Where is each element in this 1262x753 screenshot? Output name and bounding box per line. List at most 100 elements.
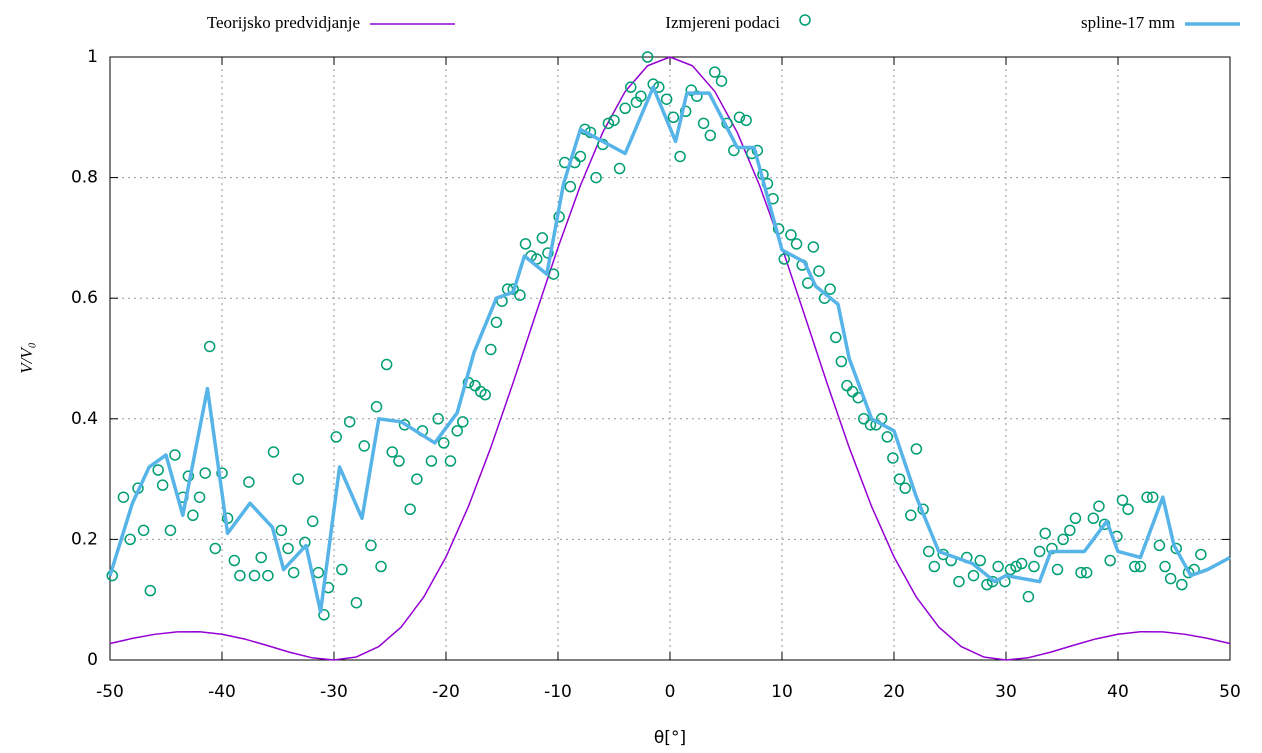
data-point [542, 247, 554, 259]
data-point [490, 316, 503, 329]
data-point [974, 554, 986, 567]
data-point [199, 467, 211, 479]
data-point [1170, 542, 1182, 555]
data-point [169, 449, 181, 461]
data-point [1064, 524, 1076, 537]
data-point [444, 455, 457, 467]
x-tick-label: 40 [1107, 682, 1129, 702]
data-point [1116, 494, 1129, 506]
data-point [380, 358, 393, 371]
data-point [613, 162, 626, 175]
data-point [1057, 533, 1069, 546]
data-point [519, 238, 532, 250]
data-point [564, 180, 577, 193]
data-point [404, 503, 416, 515]
x-tick-label: -40 [208, 682, 236, 702]
data-point [625, 81, 637, 93]
data-point [602, 117, 615, 130]
y-tick-label: 1 [87, 47, 98, 67]
line-series [109, 56, 1231, 661]
y-axis-label: V/V₀ [17, 342, 36, 373]
data-point [164, 524, 177, 537]
data-point [343, 416, 356, 428]
data-point [306, 515, 319, 528]
data-point [1146, 491, 1159, 503]
data-point [144, 584, 157, 597]
data-point [209, 542, 222, 555]
data-point [262, 569, 274, 582]
data-point [358, 440, 370, 452]
data-point [243, 476, 255, 488]
data-point [858, 413, 870, 425]
data-point [910, 443, 923, 455]
data-point [451, 425, 463, 437]
data-point [1134, 560, 1147, 573]
data-point [728, 144, 740, 157]
data-point [1039, 527, 1051, 540]
data-point [398, 419, 411, 431]
data-point [187, 509, 199, 522]
data-point [813, 265, 825, 277]
data-point [124, 533, 136, 546]
data-point [514, 289, 526, 301]
y-tick-label: 0.2 [71, 529, 98, 549]
y-tick-label: 0.8 [71, 168, 98, 188]
legend-label: Teorijsko predvidjanje [207, 13, 360, 32]
data-point [807, 241, 820, 253]
data-point [438, 437, 450, 449]
data-point [1028, 560, 1040, 573]
data-point [318, 609, 330, 621]
data-point [275, 524, 288, 537]
data-point [635, 90, 647, 102]
data-point [740, 114, 752, 127]
y-tick-label: 0 [87, 650, 98, 670]
data-point [152, 464, 164, 476]
data-point [641, 51, 654, 63]
data-point [1141, 491, 1153, 503]
data-point [203, 340, 216, 353]
data-point [228, 554, 241, 567]
x-tick-label: 50 [1219, 682, 1241, 702]
data-point [292, 473, 304, 485]
data-point [375, 560, 387, 573]
data-point [536, 232, 549, 244]
data-point [715, 75, 728, 87]
data-point [485, 343, 497, 356]
x-axis-label: θ[°] [654, 728, 686, 748]
x-tick-label: -30 [320, 682, 348, 702]
x-tick-label: 0 [665, 682, 676, 702]
data-point [282, 542, 294, 555]
data-point [1022, 590, 1035, 603]
data-point [674, 150, 686, 163]
data-point [790, 238, 803, 250]
data-point [887, 452, 899, 464]
data-point [785, 229, 797, 241]
data-point [1129, 560, 1141, 573]
data-point [457, 416, 469, 428]
legend-label: spline-17 mm [1081, 13, 1175, 32]
data-point [336, 563, 348, 576]
data-point [267, 446, 280, 458]
data-point [835, 355, 848, 368]
data-point [846, 385, 859, 398]
data-point [1164, 572, 1177, 585]
data-point [619, 102, 631, 115]
data-point [287, 566, 300, 579]
data-point [709, 66, 721, 78]
data-point [312, 566, 325, 579]
data-point [370, 400, 383, 413]
data-point [660, 93, 673, 105]
x-tick-label: 30 [995, 682, 1017, 702]
data-point [1087, 512, 1100, 525]
data-point [905, 509, 917, 522]
data-point [841, 379, 853, 392]
data-point [411, 473, 423, 485]
y-tick-label: 0.6 [71, 288, 98, 308]
data-point [432, 413, 444, 425]
data-point [507, 283, 519, 295]
data-point [590, 171, 602, 184]
data-point [1159, 560, 1171, 573]
data-point [679, 105, 692, 118]
x-tick-label: -10 [544, 682, 572, 702]
